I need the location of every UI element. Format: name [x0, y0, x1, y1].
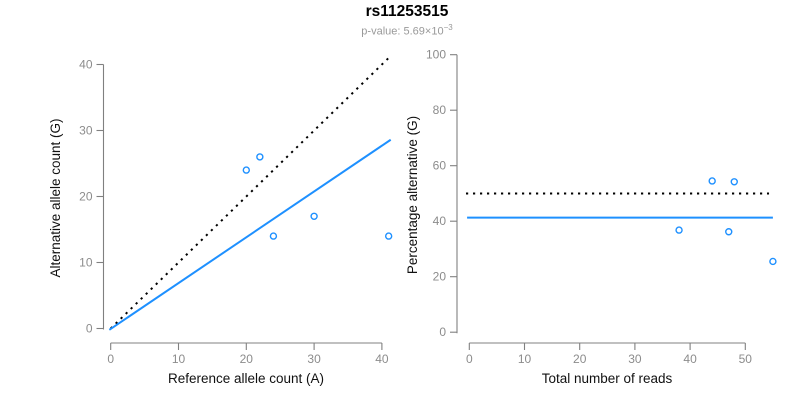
- x-tick-label: 30: [307, 352, 321, 366]
- plot-subtitle: p-value: 5.69×10−3: [0, 23, 800, 38]
- y-axis-title: Percentage alternative (G): [405, 116, 420, 274]
- y-tick-label: 0: [86, 322, 93, 336]
- y-axis-title: Alternative allele count (G): [48, 118, 63, 277]
- identity-line: [110, 55, 392, 330]
- data-point: [725, 228, 733, 236]
- x-tick-label: 0: [466, 352, 473, 366]
- data-point: [310, 212, 318, 221]
- x-tick-label: 30: [628, 352, 642, 366]
- pvalue-exponent: −3: [443, 23, 453, 32]
- x-tick-label: 50: [739, 352, 753, 366]
- data-point: [269, 232, 278, 240]
- pvalue-text: p-value: 5.69×10: [361, 25, 444, 38]
- x-tick-label: 40: [683, 352, 697, 366]
- x-tick-label: 10: [172, 352, 186, 366]
- x-axis-title: Total number of reads: [542, 371, 673, 386]
- y-tick-label: 80: [433, 103, 447, 117]
- x-tick-label: 20: [240, 352, 254, 366]
- x-tick-label: 0: [107, 352, 114, 366]
- data-point: [256, 153, 264, 161]
- x-axis-title: Reference allele count (A): [168, 371, 324, 386]
- y-tick-label: 40: [79, 58, 93, 72]
- data-point: [769, 257, 777, 266]
- y-tick-label: 20: [433, 270, 447, 284]
- fit-line: [108, 138, 392, 331]
- y-tick-label: 60: [433, 159, 447, 173]
- y-tick-label: 10: [79, 256, 93, 270]
- y-tick-label: 20: [79, 190, 93, 204]
- data-point: [730, 178, 738, 186]
- plot-title: rs11253515: [365, 3, 449, 20]
- x-tick-label: 20: [573, 352, 587, 366]
- y-tick-label: 100: [426, 48, 446, 62]
- data-point: [242, 166, 251, 174]
- y-tick-label: 0: [439, 325, 446, 339]
- y-tick-label: 30: [79, 124, 93, 138]
- data-point: [708, 177, 716, 185]
- x-tick-label: 10: [518, 352, 532, 366]
- y-tick-label: 40: [433, 214, 447, 228]
- data-point: [675, 226, 683, 234]
- x-tick-label: 40: [375, 352, 389, 366]
- data-point: [384, 232, 393, 240]
